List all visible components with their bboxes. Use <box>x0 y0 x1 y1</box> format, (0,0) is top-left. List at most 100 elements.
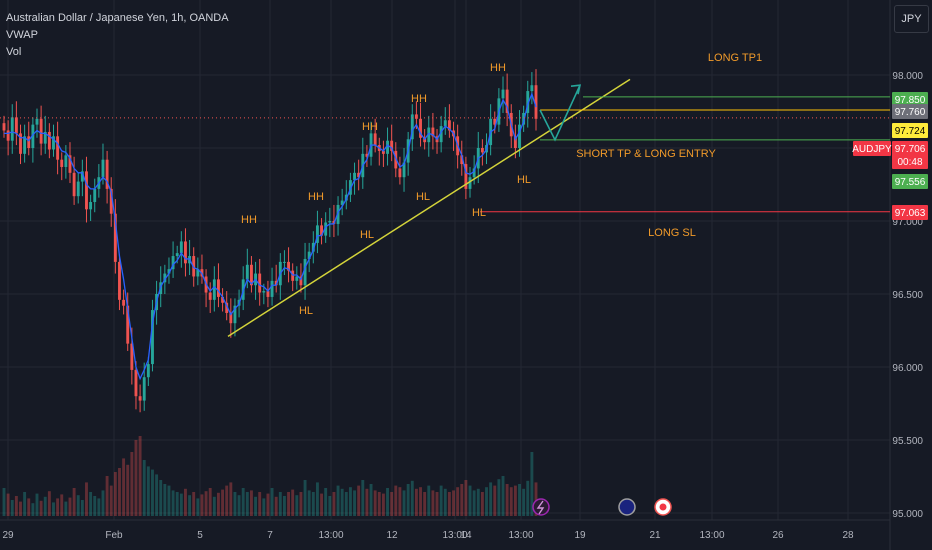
candle-body <box>340 200 344 205</box>
volume-bar <box>299 492 303 516</box>
candle-body <box>365 153 369 157</box>
y-tick-label: 96.500 <box>892 290 923 301</box>
volume-bar <box>134 440 138 516</box>
volume-bar <box>282 496 286 516</box>
candle-body <box>196 269 200 277</box>
event-icon-lightning[interactable] <box>532 498 550 516</box>
candle-body <box>270 280 274 297</box>
candle-body <box>443 120 447 127</box>
candle-body <box>184 241 187 264</box>
price-label: 00:48 <box>892 154 928 169</box>
annotation-label: HH <box>490 62 506 74</box>
candle-body <box>320 225 323 236</box>
projection-arrow <box>539 84 581 142</box>
candle-body <box>353 172 356 181</box>
candle-body <box>513 136 517 148</box>
annotation-label: SHORT TP & LONG ENTRY <box>576 148 716 160</box>
volume-bar <box>287 492 291 516</box>
candle-body <box>501 89 505 99</box>
candle-body <box>266 291 270 297</box>
price-label-text: 00:48 <box>897 157 922 168</box>
candle-body <box>175 253 179 257</box>
volume-bar <box>534 482 538 516</box>
volume-bar <box>208 488 212 516</box>
candle-body <box>522 112 526 125</box>
candle-body <box>534 85 538 119</box>
candle-body <box>225 302 229 313</box>
candle-body <box>357 172 361 178</box>
candle-body <box>60 159 64 167</box>
candle-body <box>27 136 31 148</box>
volume-bar <box>138 436 142 516</box>
price-label-box <box>892 141 928 156</box>
candle-body <box>493 118 497 125</box>
volume-bar <box>175 492 179 516</box>
price-label: 97.724 <box>892 123 928 138</box>
candle-body <box>249 264 253 286</box>
currency-button[interactable]: JPY <box>894 5 929 33</box>
volume-bar <box>122 458 126 516</box>
candle-body <box>315 225 319 243</box>
volume-bar <box>406 484 410 516</box>
candle-body <box>480 148 484 153</box>
volume-bar <box>303 480 307 516</box>
candle-body <box>217 279 220 297</box>
volume-bar <box>414 488 418 516</box>
x-tick-label: 7 <box>267 530 273 541</box>
candle-body <box>307 251 311 259</box>
candle-body <box>43 131 47 144</box>
volume-bar <box>237 495 241 516</box>
volume-bar <box>60 494 64 516</box>
volume-bar <box>266 493 270 516</box>
indicator-vol-label[interactable]: Vol <box>6 46 22 58</box>
volume-bar <box>249 490 253 516</box>
volume-bar <box>493 485 497 516</box>
candle-body <box>324 222 328 236</box>
volume-bar <box>130 452 134 516</box>
volume-bar <box>320 493 323 516</box>
annotation-label: HL <box>299 305 313 317</box>
price-label: 97.850 <box>892 92 928 107</box>
x-tick-label: Feb <box>105 530 123 541</box>
volume-bar <box>443 488 447 516</box>
annotation-label: HH <box>362 121 378 133</box>
candle-body <box>171 256 175 270</box>
volume-bar <box>509 487 513 516</box>
volume-bar <box>332 492 336 516</box>
volume-bar <box>353 490 356 516</box>
grid-lines <box>0 0 890 520</box>
volume-bar <box>163 484 167 516</box>
price-label: 97.556 <box>892 174 928 189</box>
indicator-vwap-label[interactable]: VWAP <box>6 29 38 41</box>
candle-body <box>447 120 451 131</box>
price-label-text: 97.850 <box>895 95 926 106</box>
volume-bar <box>10 500 14 516</box>
volume-bar <box>315 482 319 516</box>
candle-body <box>89 202 93 210</box>
volume-bar <box>179 493 183 516</box>
y-tick-label: 95.500 <box>892 436 923 447</box>
event-icon-flag-au[interactable] <box>618 498 636 516</box>
candle-body <box>31 124 35 148</box>
volume-bar <box>419 487 422 516</box>
annotation-label: HL <box>360 229 374 241</box>
volume-bar <box>105 476 109 516</box>
candle-body <box>398 168 402 178</box>
price-label-box <box>892 104 928 119</box>
volume-bar <box>6 493 10 516</box>
symbol-label: AUDJPY <box>852 144 892 155</box>
volume-bar <box>402 490 406 516</box>
volume-bar <box>270 488 274 516</box>
candle-body <box>245 264 249 280</box>
candle-body <box>431 127 435 137</box>
price-label: 97.760 <box>892 104 928 119</box>
volume-bar <box>452 490 455 516</box>
candle-body <box>221 296 225 303</box>
volume-bar <box>23 492 27 516</box>
candle-body <box>336 204 340 224</box>
volume-bar <box>390 492 394 516</box>
annotation-label: HH <box>411 93 427 105</box>
candle-body <box>68 155 72 173</box>
volume-bar <box>505 484 509 516</box>
